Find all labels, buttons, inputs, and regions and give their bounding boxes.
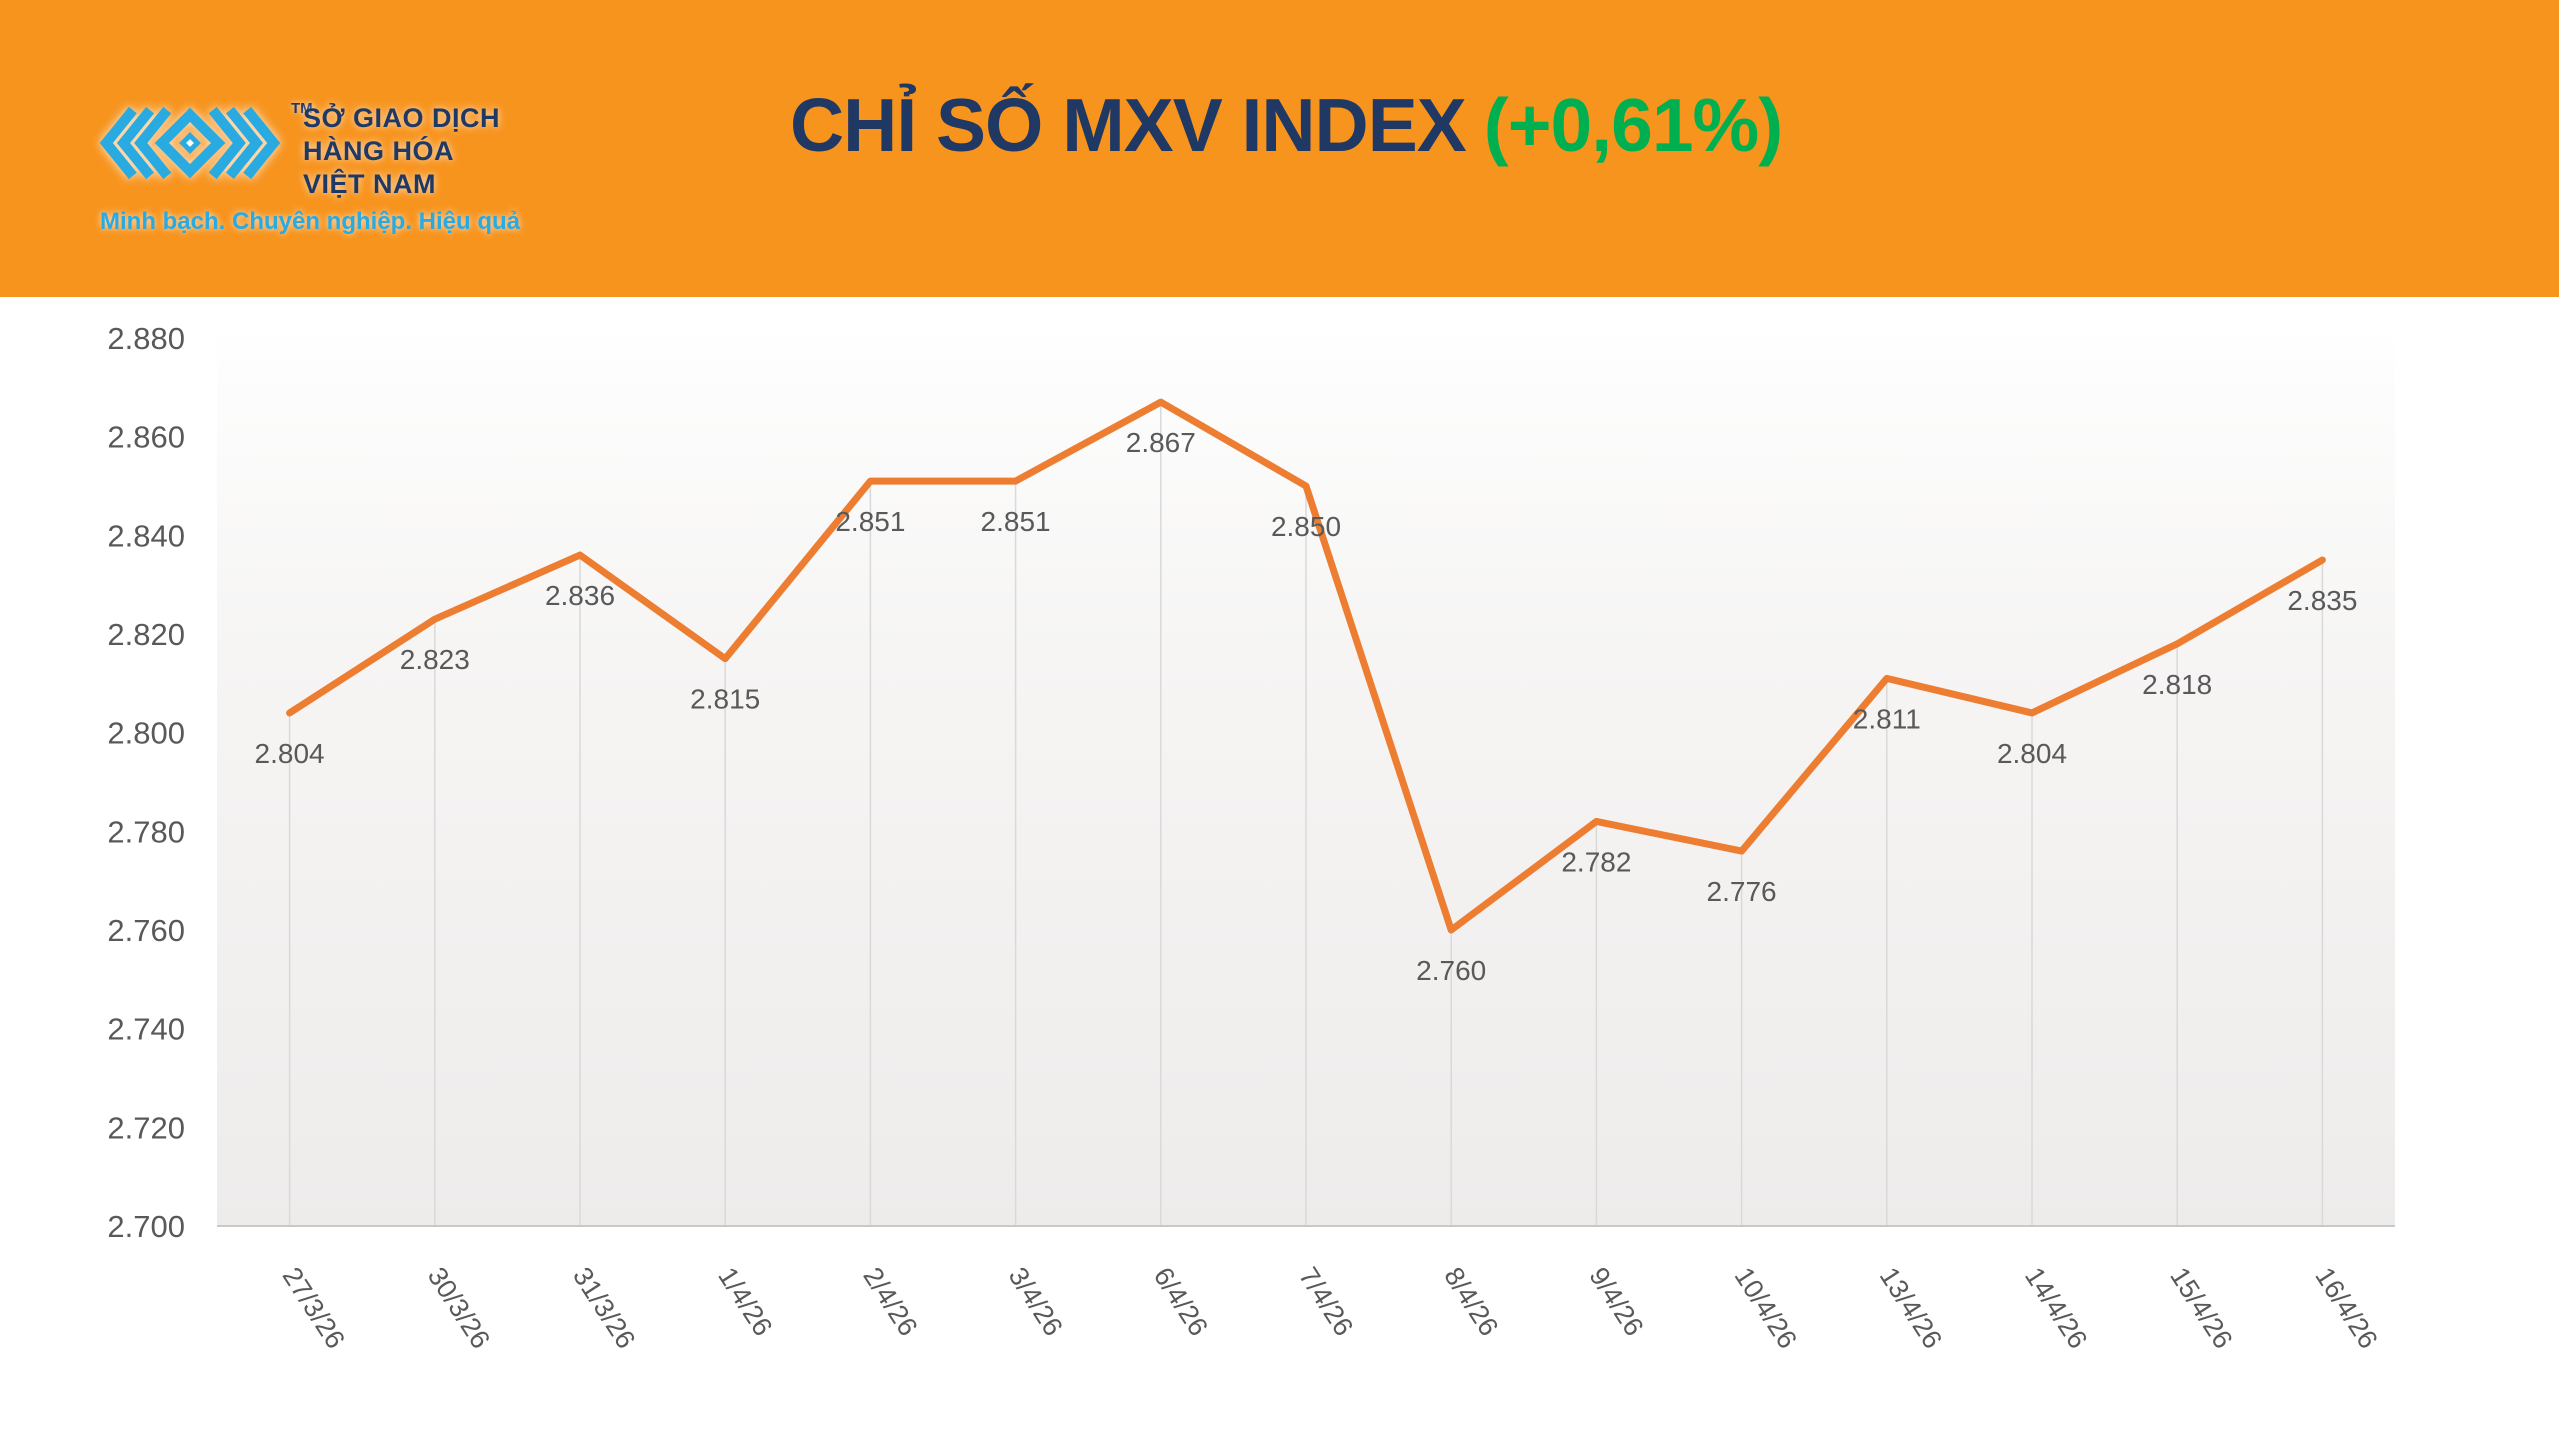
data-label: 2.804 bbox=[1997, 738, 2067, 769]
y-tick-label: 2.720 bbox=[107, 1110, 185, 1145]
x-tick-label: 16/4/26 bbox=[2309, 1262, 2383, 1354]
x-tick-label: 6/4/26 bbox=[1148, 1262, 1214, 1341]
chart-title-text: CHỈ SỐ MXV INDEX bbox=[790, 83, 1467, 167]
mxv-logo-mark-icon bbox=[100, 106, 280, 180]
trademark-symbol: TM bbox=[291, 100, 313, 117]
x-tick-label: 27/3/26 bbox=[277, 1262, 351, 1354]
page-title: CHỈ SỐ MXV INDEX (+0,61%) bbox=[790, 88, 1783, 163]
x-tick-label: 3/4/26 bbox=[1003, 1262, 1069, 1341]
logo-tagline: Minh bạch. Chuyên nghiệp. Hiệu quả bbox=[100, 208, 521, 235]
data-label: 2.851 bbox=[835, 506, 905, 537]
y-tick-label: 2.700 bbox=[107, 1209, 185, 1244]
header-banner: TM SỞ GIAO DỊCH HÀNG HÓA VIỆT NAM Minh b… bbox=[0, 0, 2559, 297]
x-tick-label: 15/4/26 bbox=[2164, 1262, 2238, 1354]
mxv-index-series-line bbox=[286, 398, 2326, 934]
chart-title-change-badge: (+0,61%) bbox=[1483, 83, 1783, 167]
x-tick-label: 1/4/26 bbox=[712, 1262, 778, 1341]
data-label: 2.811 bbox=[1853, 703, 1921, 734]
data-label: 2.782 bbox=[1561, 846, 1631, 877]
x-tick-label: 2/4/26 bbox=[857, 1262, 923, 1341]
data-label: 2.851 bbox=[981, 506, 1051, 537]
y-tick-label: 2.860 bbox=[107, 420, 185, 455]
mxv-logo: TM SỞ GIAO DỊCH HÀNG HÓA VIỆT NAM Minh b… bbox=[95, 96, 520, 246]
data-label: 2.818 bbox=[2142, 669, 2212, 700]
company-name-line-3: VIỆT NAM bbox=[303, 169, 437, 199]
y-tick-label: 2.820 bbox=[107, 617, 185, 652]
y-tick-label: 2.800 bbox=[107, 716, 185, 751]
data-label: 2.760 bbox=[1416, 955, 1486, 986]
data-label: 2.835 bbox=[2287, 585, 2357, 616]
x-tick-label: 31/3/26 bbox=[567, 1262, 641, 1354]
y-tick-label: 2.840 bbox=[107, 518, 185, 553]
x-tick-label: 7/4/26 bbox=[1293, 1262, 1359, 1341]
data-label: 2.776 bbox=[1707, 876, 1777, 907]
data-label: 2.836 bbox=[545, 580, 615, 611]
data-label: 2.867 bbox=[1126, 427, 1196, 458]
company-name-line-2: HÀNG HÓA bbox=[303, 136, 454, 166]
data-label: 2.815 bbox=[690, 684, 760, 715]
data-label: 2.823 bbox=[400, 644, 470, 675]
data-label: 2.804 bbox=[255, 738, 325, 769]
x-tick-label: 30/3/26 bbox=[422, 1262, 496, 1354]
company-name-line-1: SỞ GIAO DỊCH bbox=[303, 103, 501, 133]
y-tick-label: 2.880 bbox=[107, 321, 185, 356]
x-tick-label: 13/4/26 bbox=[1874, 1262, 1948, 1354]
y-tick-label: 2.760 bbox=[107, 913, 185, 948]
data-label: 2.850 bbox=[1271, 511, 1341, 542]
x-tick-label: 10/4/26 bbox=[1729, 1262, 1803, 1354]
x-tick-label: 8/4/26 bbox=[1438, 1262, 1504, 1341]
y-tick-label: 2.780 bbox=[107, 814, 185, 849]
x-tick-label: 9/4/26 bbox=[1583, 1262, 1649, 1341]
y-tick-label: 2.740 bbox=[107, 1012, 185, 1047]
x-tick-label: 14/4/26 bbox=[2019, 1262, 2093, 1354]
index-line-chart: 2.700 2.720 2.740 2.760 2.780 2.800 2.820 2.840… bbox=[107, 321, 2395, 1354]
company-name: SỞ GIAO DỊCH HÀNG HÓA VIỆT NAM bbox=[303, 102, 500, 201]
